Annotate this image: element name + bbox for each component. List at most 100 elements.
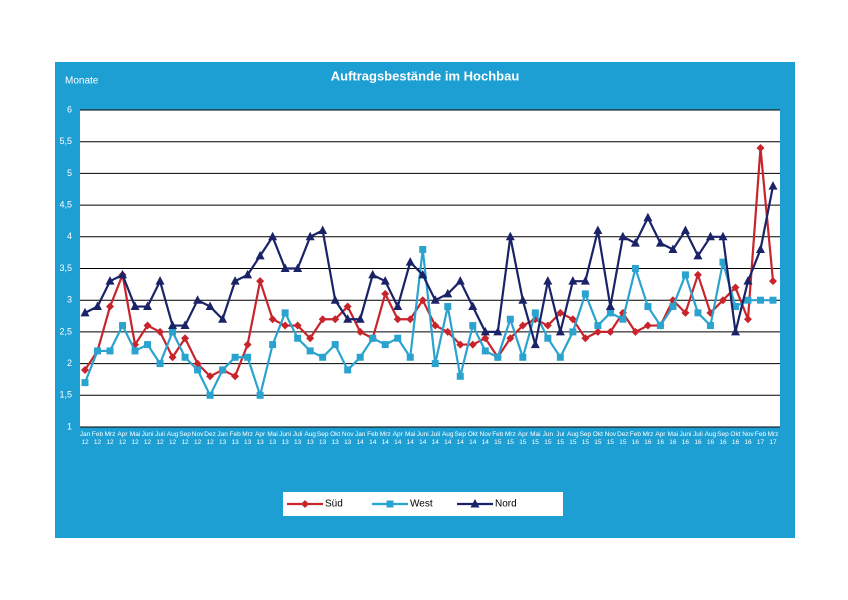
data-point [268, 231, 278, 241]
data-point [680, 225, 690, 234]
x-tick-label: Juli 12 [155, 431, 165, 446]
data-point [143, 301, 153, 311]
data-point [731, 303, 739, 311]
x-tick-label: Juni 16 [679, 431, 692, 446]
x-tick-label: Sep 16 [717, 431, 729, 446]
x-tick-label: Jan 13 [217, 431, 228, 446]
data-point [430, 295, 440, 304]
x-tick-label: Mai 14 [404, 431, 416, 446]
data-point [344, 366, 352, 374]
data-point [156, 327, 165, 336]
x-tick-label: Juli 16 [693, 431, 703, 446]
x-tick-label: Sep 14 [454, 431, 467, 446]
data-point [180, 320, 190, 330]
x-tick-label: Mrz 17 [767, 431, 779, 446]
chart-title: Auftragsbestände im Hochbau [331, 68, 520, 83]
data-point [305, 231, 315, 241]
x-tick-label: Juli 13 [292, 431, 303, 446]
data-point [756, 144, 765, 153]
x-tick-label: Sep 12 [179, 431, 191, 446]
data-point [243, 340, 252, 349]
data-point [331, 341, 339, 349]
data-point [456, 372, 464, 380]
data-point [418, 269, 428, 279]
data-point [155, 276, 165, 285]
data-point [256, 277, 265, 286]
data-point [519, 353, 527, 361]
data-point [256, 391, 264, 399]
y-tick-label: 4 [67, 231, 72, 241]
data-point [168, 353, 177, 362]
x-tick-label: Aug 13 [304, 431, 316, 446]
x-tick-label: Juni 13 [279, 431, 292, 446]
x-tick-label: Aug 16 [704, 431, 717, 446]
data-point [280, 263, 290, 272]
x-tick-label: Mai 12 [129, 431, 141, 446]
data-point [131, 347, 139, 355]
data-point [181, 334, 190, 343]
legend-label: Süd [325, 499, 343, 510]
data-point [518, 295, 528, 304]
legend [283, 492, 563, 516]
y-tick-label: 5 [67, 168, 72, 178]
data-point [268, 315, 277, 324]
data-point [719, 258, 727, 266]
data-point [618, 231, 628, 241]
x-tick-label: Juni 14 [416, 431, 429, 446]
data-point [444, 303, 452, 311]
y-tick-label: 1 [67, 421, 72, 431]
data-point [769, 296, 777, 304]
data-point [281, 321, 290, 330]
data-point [481, 347, 489, 355]
data-point [505, 231, 515, 241]
data-point [494, 353, 502, 361]
x-tick-label: Okt 15 [592, 431, 603, 446]
data-point [380, 276, 390, 285]
data-point [294, 334, 302, 342]
data-point [218, 314, 228, 323]
x-tick-label: Mai 15 [530, 431, 541, 446]
data-point [543, 321, 552, 330]
data-point [318, 315, 327, 324]
data-point [581, 290, 589, 298]
data-point [193, 359, 202, 368]
data-point [768, 181, 778, 190]
x-tick-label: Dez 12 [204, 431, 216, 446]
data-point [480, 326, 490, 336]
x-tick-label: Aug 14 [441, 431, 454, 446]
x-tick-label: Mai 13 [267, 431, 278, 446]
data-point [443, 327, 452, 336]
data-point [643, 212, 653, 222]
data-point [418, 296, 427, 305]
data-point [206, 391, 214, 399]
y-tick-label: 2 [67, 358, 72, 368]
x-tick-label: Aug 12 [166, 431, 179, 446]
data-point [756, 296, 764, 304]
x-tick-label: Mrz 15 [504, 431, 516, 446]
data-point [343, 314, 353, 323]
data-point [330, 295, 340, 304]
data-point [506, 334, 515, 343]
data-point [469, 322, 477, 330]
data-point [631, 265, 639, 272]
data-point [619, 315, 627, 323]
data-point [319, 353, 327, 361]
data-point [694, 309, 702, 317]
x-tick-label: Jan 12 [79, 431, 91, 446]
data-point [481, 334, 490, 343]
data-point [593, 327, 602, 336]
data-point [744, 296, 752, 304]
x-tick-label: Mai 16 [667, 431, 679, 446]
y-tick-label: 3 [67, 295, 72, 305]
x-tick-label: Apr 13 [255, 431, 266, 446]
x-tick-label: Jun 15 [542, 431, 554, 446]
data-point [393, 315, 402, 324]
y-axis-label: Monate [65, 76, 99, 87]
legend-label: Nord [495, 499, 517, 510]
x-tick-label: Feb 13 [229, 431, 241, 446]
data-point [144, 341, 152, 349]
data-point [518, 321, 527, 330]
legend-marker [470, 499, 480, 508]
y-tick-label: 6 [67, 104, 72, 114]
data-point [393, 301, 403, 311]
